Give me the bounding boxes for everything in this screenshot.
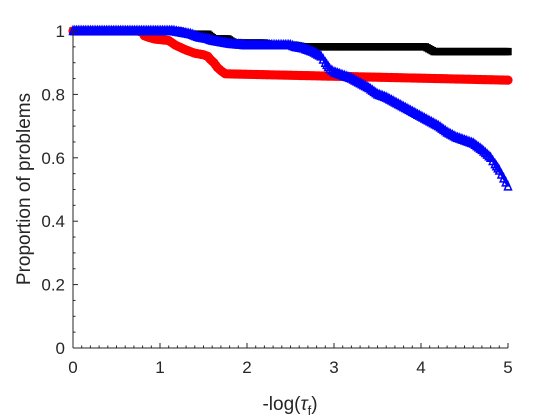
series-layer (68, 24, 513, 191)
data-point (477, 143, 487, 155)
data-point (288, 39, 298, 51)
data-point (314, 49, 324, 60)
y-axis-label: Proportion of problems (14, 93, 35, 285)
x-axis-label-prefix: -log( (262, 394, 301, 415)
data-point (482, 148, 492, 159)
plot-area (68, 24, 513, 349)
x-tick-label: 4 (416, 358, 425, 377)
data-point (364, 81, 374, 93)
data-point (503, 75, 513, 85)
y-tick-label: 0 (56, 339, 65, 358)
x-tick-label: 2 (242, 358, 251, 377)
data-point (472, 139, 482, 151)
x-tick-label: 0 (68, 358, 77, 377)
data-point (362, 80, 372, 92)
data-point (433, 119, 444, 131)
y-tick-label: 0.6 (41, 149, 65, 168)
y-tick-label: 0.4 (41, 212, 65, 231)
x-tick-label: 3 (329, 358, 338, 377)
x-axis-label-suffix: ) (311, 394, 317, 415)
x-tick-label: 5 (503, 358, 512, 377)
data-point (440, 124, 451, 136)
x-axis-label-symbol: τ (300, 394, 309, 415)
data-point (480, 146, 491, 158)
data-point (435, 120, 445, 132)
data-point (484, 149, 494, 161)
data-point (475, 142, 485, 153)
data-point (473, 140, 484, 152)
x-tick-label: 1 (155, 358, 164, 377)
data-point (503, 179, 513, 191)
data-point (365, 82, 376, 94)
data-point (369, 85, 379, 97)
axes-frame (72, 30, 509, 349)
y-tick-label: 1 (56, 22, 65, 41)
data-point (285, 38, 296, 50)
data-point (438, 123, 449, 135)
data-point (367, 84, 377, 95)
data-point (468, 137, 478, 148)
x-axis-label: -log(τf) (262, 394, 317, 418)
axes-background (73, 31, 508, 348)
y-tick-label: 0.2 (41, 276, 65, 295)
data-point (504, 47, 512, 56)
data-point (470, 138, 480, 150)
y-tick-label: 0.8 (41, 85, 65, 104)
data-point (478, 145, 489, 156)
data-point (437, 122, 447, 133)
tick-labels: 0 1 2 3 4 5 0 0.2 0.4 0.6 0.8 1 (41, 22, 512, 377)
x-axis-label-subscript: f (308, 403, 312, 418)
data-point (432, 118, 442, 130)
series-triangle (68, 24, 513, 191)
